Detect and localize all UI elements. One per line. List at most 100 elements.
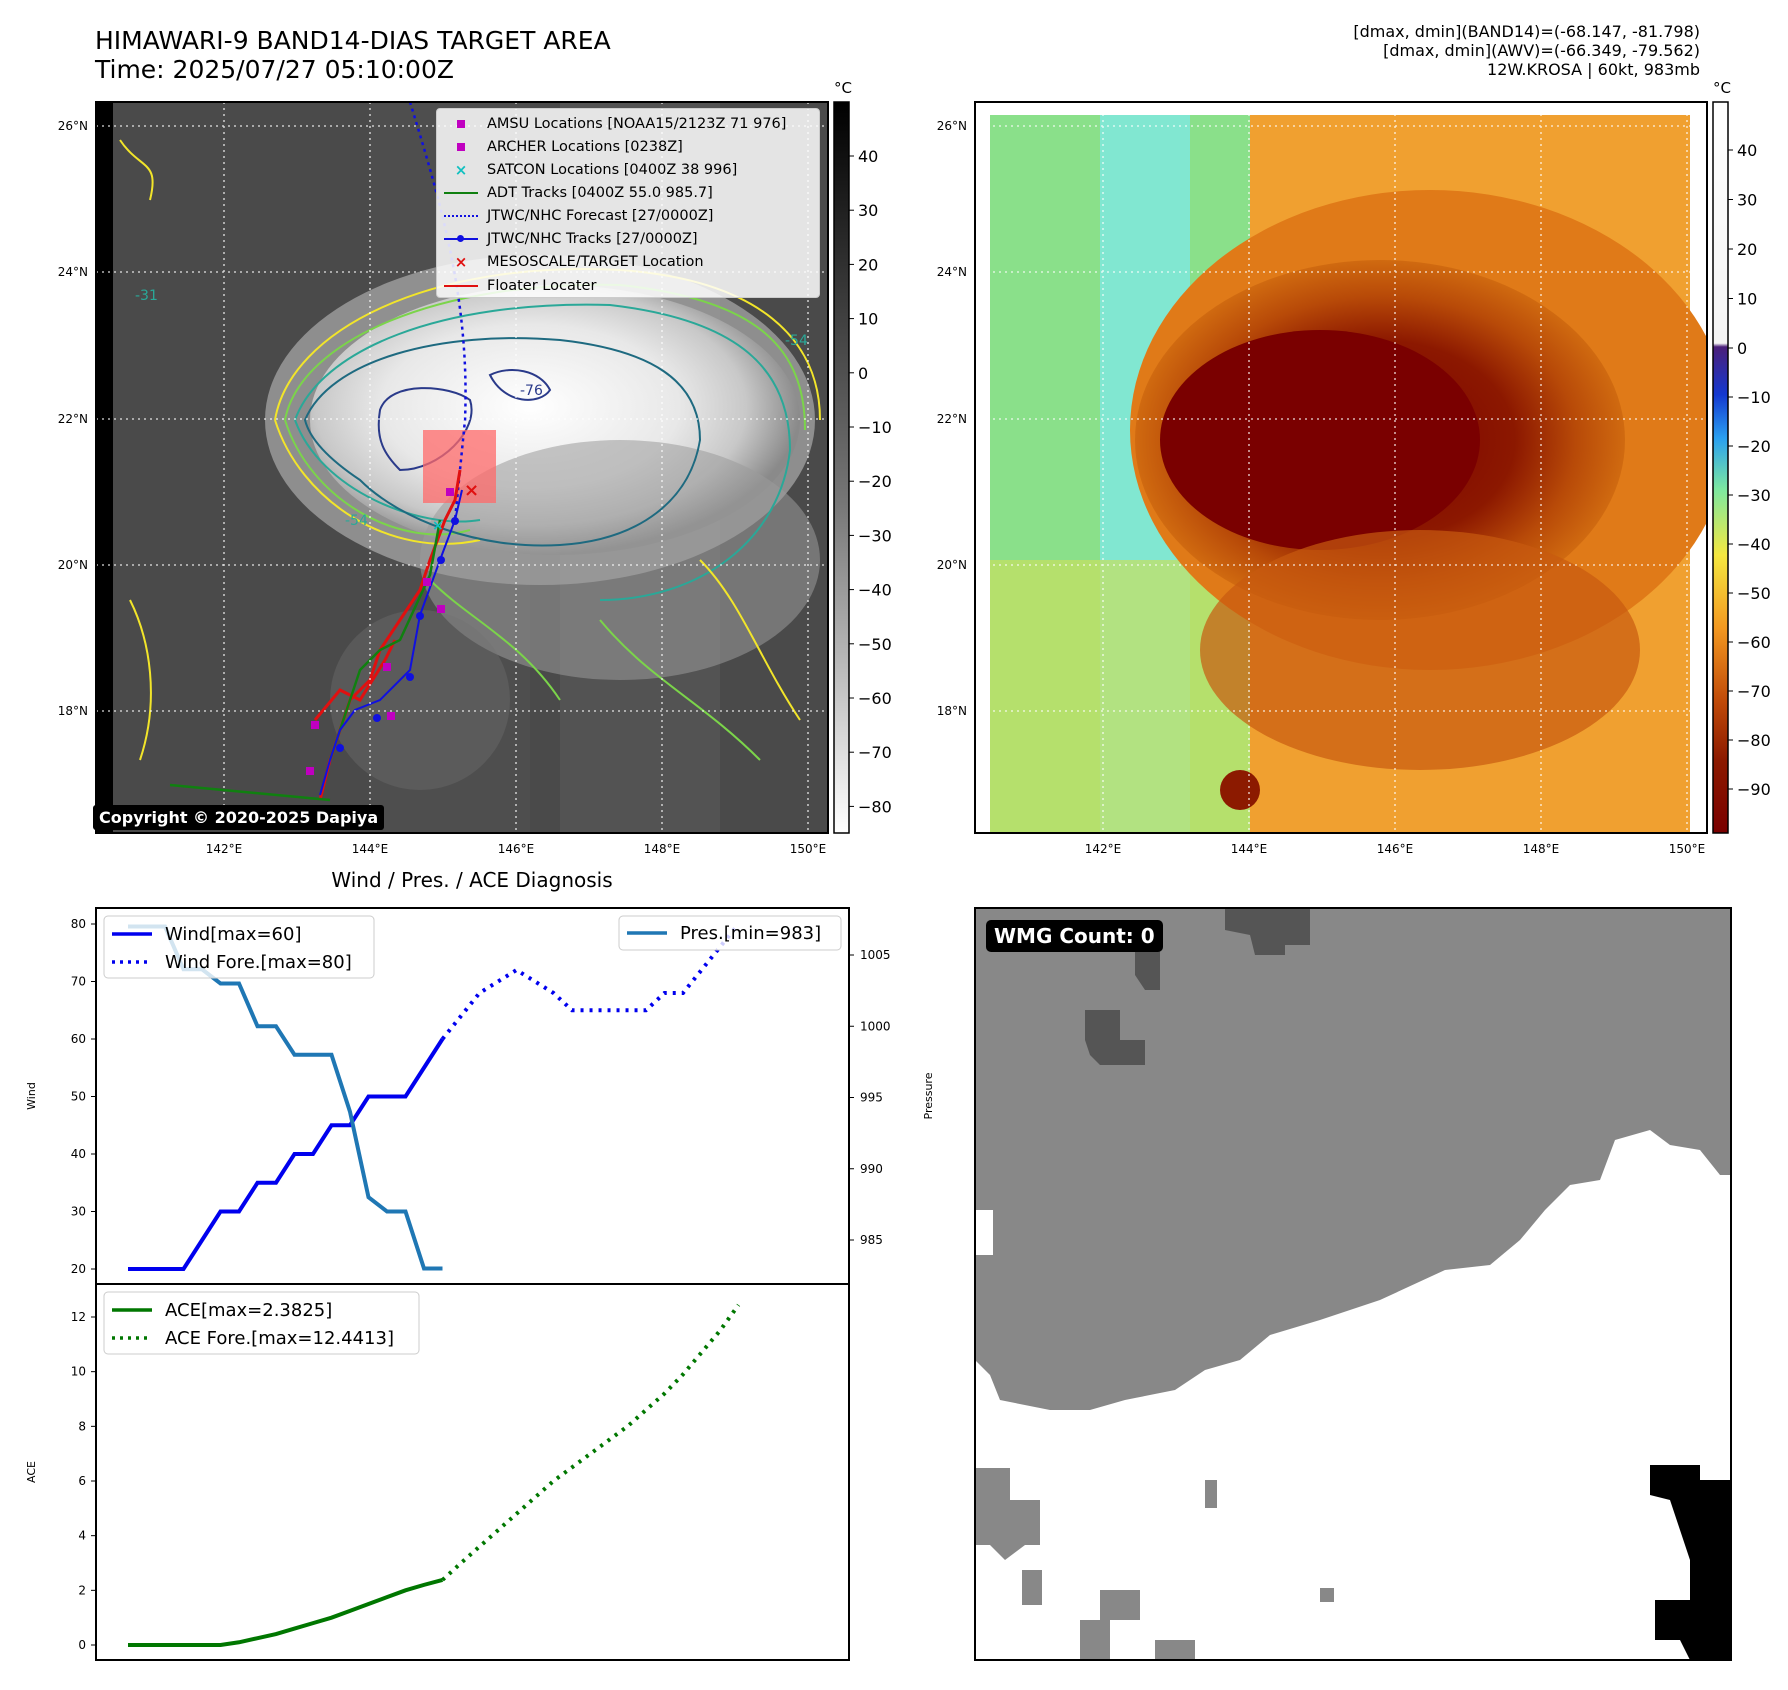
colorbar-tick-label: 20 [1737, 240, 1757, 259]
legend-marker-icon [443, 113, 479, 136]
y-tick-label: 6 [78, 1474, 86, 1488]
lon-tick: 142°E [206, 842, 243, 856]
colorbar-tick-label: −90 [1737, 780, 1771, 799]
colorbar-unit: °C [834, 79, 852, 97]
y-tick-label: 50 [71, 1090, 86, 1104]
colorbar-tick-label: −70 [1737, 682, 1771, 701]
wmg-map [974, 907, 1732, 1661]
legend-item: AMSU Locations [NOAA15/2123Z 71 976] [443, 113, 813, 136]
y-tick-label: 1005 [860, 948, 891, 962]
colorbar-tick-label: −40 [1737, 535, 1771, 554]
legend-marker-icon [443, 228, 479, 251]
colorbar-tick-label: 0 [858, 364, 868, 383]
y-tick-label: 990 [860, 1162, 883, 1176]
lon-tick: 146°E [498, 842, 535, 856]
wind-legend: Wind[max=60] Wind Fore.[max=80] [103, 915, 375, 979]
legend-label: ACE[max=2.3825] [165, 1300, 332, 1321]
target-marker: × [464, 480, 479, 501]
lon-tick: 146°E [1377, 842, 1414, 856]
colorbar-tick-label: −50 [858, 635, 892, 654]
y-tick-label: 12 [71, 1310, 86, 1324]
figure-title: HIMAWARI-9 BAND14-DIAS TARGET AREA Time:… [95, 26, 611, 84]
contour-label: -54 [785, 333, 808, 349]
y-axis-label: Wind [25, 1082, 38, 1110]
lon-tick: 142°E [1085, 842, 1122, 856]
lat-tick: 22°N [937, 412, 967, 426]
legend-item: × MESOSCALE/TARGET Location [443, 251, 813, 275]
colorbar-tick-label: −50 [1737, 584, 1771, 603]
y-tick-label: 10 [71, 1365, 86, 1379]
contour-label: -31 [135, 288, 158, 304]
colorbar-tick-label: −10 [1737, 388, 1771, 407]
ace-legend: ACE[max=2.3825] ACE Fore.[max=12.4413] [103, 1291, 420, 1355]
lat-tick: 18°N [58, 704, 88, 718]
y-tick-label: 0 [78, 1638, 86, 1652]
y-tick-label: 80 [71, 917, 86, 931]
y-tick-label: 30 [71, 1205, 86, 1219]
legend-label: ACE Fore.[max=12.4413] [165, 1328, 394, 1349]
legend-marker-icon [443, 136, 479, 159]
legend-label: ARCHER Locations [0238Z] [487, 138, 683, 155]
colorbar-tick-label: 10 [858, 310, 878, 329]
title-line-2: Time: 2025/07/27 05:10:00Z [95, 55, 454, 84]
storm-info: [dmax, dmin](BAND14)=(-68.147, -81.798) … [1353, 22, 1700, 79]
legend-item: ARCHER Locations [0238Z] [443, 136, 813, 159]
y-tick-label: 1000 [860, 1019, 891, 1033]
legend-item: Floater Locater [443, 275, 813, 298]
colorbar-tick-label: 40 [858, 147, 878, 166]
adt-track [169, 519, 442, 802]
colorbar-tick-label: −60 [858, 689, 892, 708]
colorbar-tick-label: 20 [858, 255, 878, 274]
lon-tick: 150°E [1669, 842, 1706, 856]
colorbar-tick-label: −80 [858, 797, 892, 816]
lon-tick: 148°E [1523, 842, 1560, 856]
y-tick-label: 40 [71, 1147, 86, 1161]
jtwc-forecast-track [408, 102, 467, 521]
lon-tick: 144°E [352, 842, 389, 856]
contour-label: -76 [520, 383, 543, 399]
lat-tick: 24°N [937, 265, 967, 279]
legend-marker-icon [443, 275, 479, 298]
colorbar-tick-label: −20 [1737, 437, 1771, 456]
legend-label: JTWC/NHC Forecast [27/0000Z] [487, 208, 714, 225]
lon-tick: 150°E [790, 842, 827, 856]
lat-tick: 22°N [58, 412, 88, 426]
colorbar-tick-label: 0 [1737, 339, 1747, 358]
svg-text:×: × [432, 518, 444, 534]
pressure-legend: Pres.[min=983] [618, 915, 842, 951]
ir-legend: AMSU Locations [NOAA15/2123Z 71 976] ARCH… [436, 108, 820, 298]
legend-label: AMSU Locations [NOAA15/2123Z 71 976] [487, 116, 787, 132]
y-axis-label-right: Pressure [922, 1072, 935, 1119]
lat-tick: 24°N [58, 265, 88, 279]
info-line-3: 12W.KROSA | 60kt, 983mb [1487, 60, 1700, 79]
awv-colorbar: °C 40 30 20 10 0 −10 −20 −30 −40 −50 −60 −70 −80 −90 [1712, 79, 1771, 834]
colorbar-tick-label: −60 [1737, 633, 1771, 652]
legend-marker-icon: × [454, 160, 468, 179]
y-tick-label: 985 [860, 1233, 883, 1247]
colorbar-tick-label: −40 [858, 581, 892, 600]
legend-label: JTWC/NHC Tracks [27/0000Z] [487, 230, 698, 247]
y-tick-label: 70 [71, 975, 86, 989]
y-tick-label: 8 [78, 1419, 86, 1433]
colorbar-tick-label: 30 [1737, 191, 1757, 210]
lat-tick: 20°N [937, 558, 967, 572]
wmg-count-badge: WMG Count: 0 [986, 920, 1163, 952]
lat-tick: 26°N [58, 119, 88, 133]
legend-label: MESOSCALE/TARGET Location [487, 254, 704, 271]
legend-marker-icon [443, 205, 479, 228]
y-axis-label: ACE [25, 1461, 38, 1483]
legend-item: × SATCON Locations [0400Z 38 996] [443, 159, 813, 183]
series-line [441, 1303, 741, 1582]
info-line-1: [dmax, dmin](BAND14)=(-68.147, -81.798) [1353, 22, 1700, 41]
lon-tick: 148°E [644, 842, 681, 856]
y-tick-label: 2 [78, 1583, 86, 1597]
legend-label: SATCON Locations [0400Z 38 996] [487, 162, 738, 179]
y-tick-label: 995 [860, 1091, 883, 1105]
y-tick-label: 4 [78, 1529, 86, 1543]
legend-item: ADT Tracks [0400Z 55.0 985.7] [443, 182, 813, 205]
legend-label: ADT Tracks [0400Z 55.0 985.7] [487, 185, 713, 202]
legend-label: Floater Locater [487, 277, 597, 294]
y-tick-label: 60 [71, 1032, 86, 1046]
legend-label: Wind[max=60] [165, 924, 302, 945]
